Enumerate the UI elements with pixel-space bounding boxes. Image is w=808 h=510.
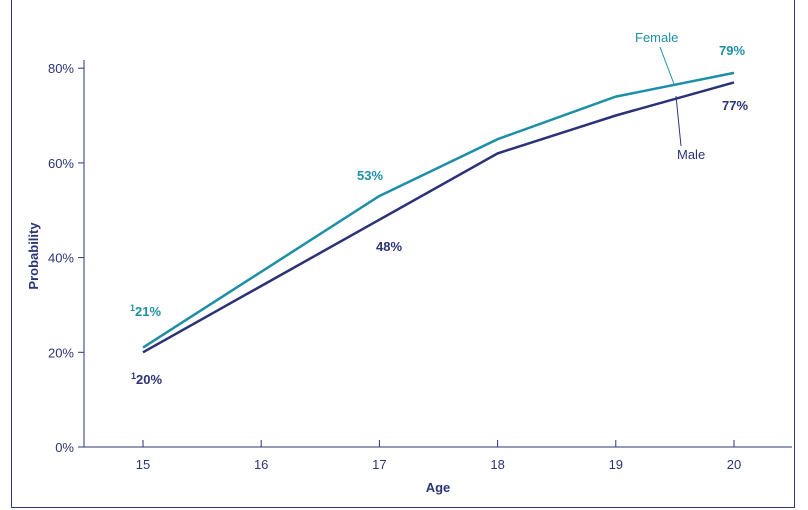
chart-frame xyxy=(11,0,795,508)
data-label-female-15: 121% xyxy=(130,303,161,319)
data-label-male-15-value: 20% xyxy=(136,372,162,387)
data-label-female-20: 79% xyxy=(719,43,745,58)
series-line-female xyxy=(142,71,735,349)
x-tick-label: 19 xyxy=(609,457,623,472)
y-tick-label: 20% xyxy=(48,345,74,360)
y-tick-label: 60% xyxy=(48,156,74,171)
data-label-female-15-footnote: 1 xyxy=(130,303,135,313)
data-label-female-17: 53% xyxy=(357,168,383,183)
legend-label-male: Male xyxy=(677,147,705,162)
data-label-female-15-value: 21% xyxy=(135,304,161,319)
y-tick-label: 80% xyxy=(48,61,74,76)
data-label-male-20: 77% xyxy=(722,98,748,113)
data-label-male-17: 48% xyxy=(376,239,402,254)
y-tick-label: 0% xyxy=(55,440,74,455)
x-tick-label: 16 xyxy=(254,457,268,472)
x-tick-label: 15 xyxy=(136,457,150,472)
leader-line-female xyxy=(659,46,675,85)
x-tick-label: 17 xyxy=(372,457,386,472)
data-label-male-15: 120% xyxy=(131,371,162,387)
x-tick-label: 20 xyxy=(727,457,741,472)
x-ticks: 15 16 17 18 19 20 xyxy=(136,440,741,472)
leader-line-male xyxy=(675,95,682,147)
x-axis-title: Age xyxy=(426,480,451,495)
y-ticks: 0% 20% 40% 60% 80% xyxy=(48,61,84,455)
legend-label-female: Female xyxy=(635,30,678,45)
x-tick-label: 18 xyxy=(490,457,504,472)
y-tick-label: 40% xyxy=(48,251,74,266)
series-line-male xyxy=(142,81,735,354)
y-axis-title: Probability xyxy=(26,222,41,290)
data-label-male-15-footnote: 1 xyxy=(131,371,136,381)
